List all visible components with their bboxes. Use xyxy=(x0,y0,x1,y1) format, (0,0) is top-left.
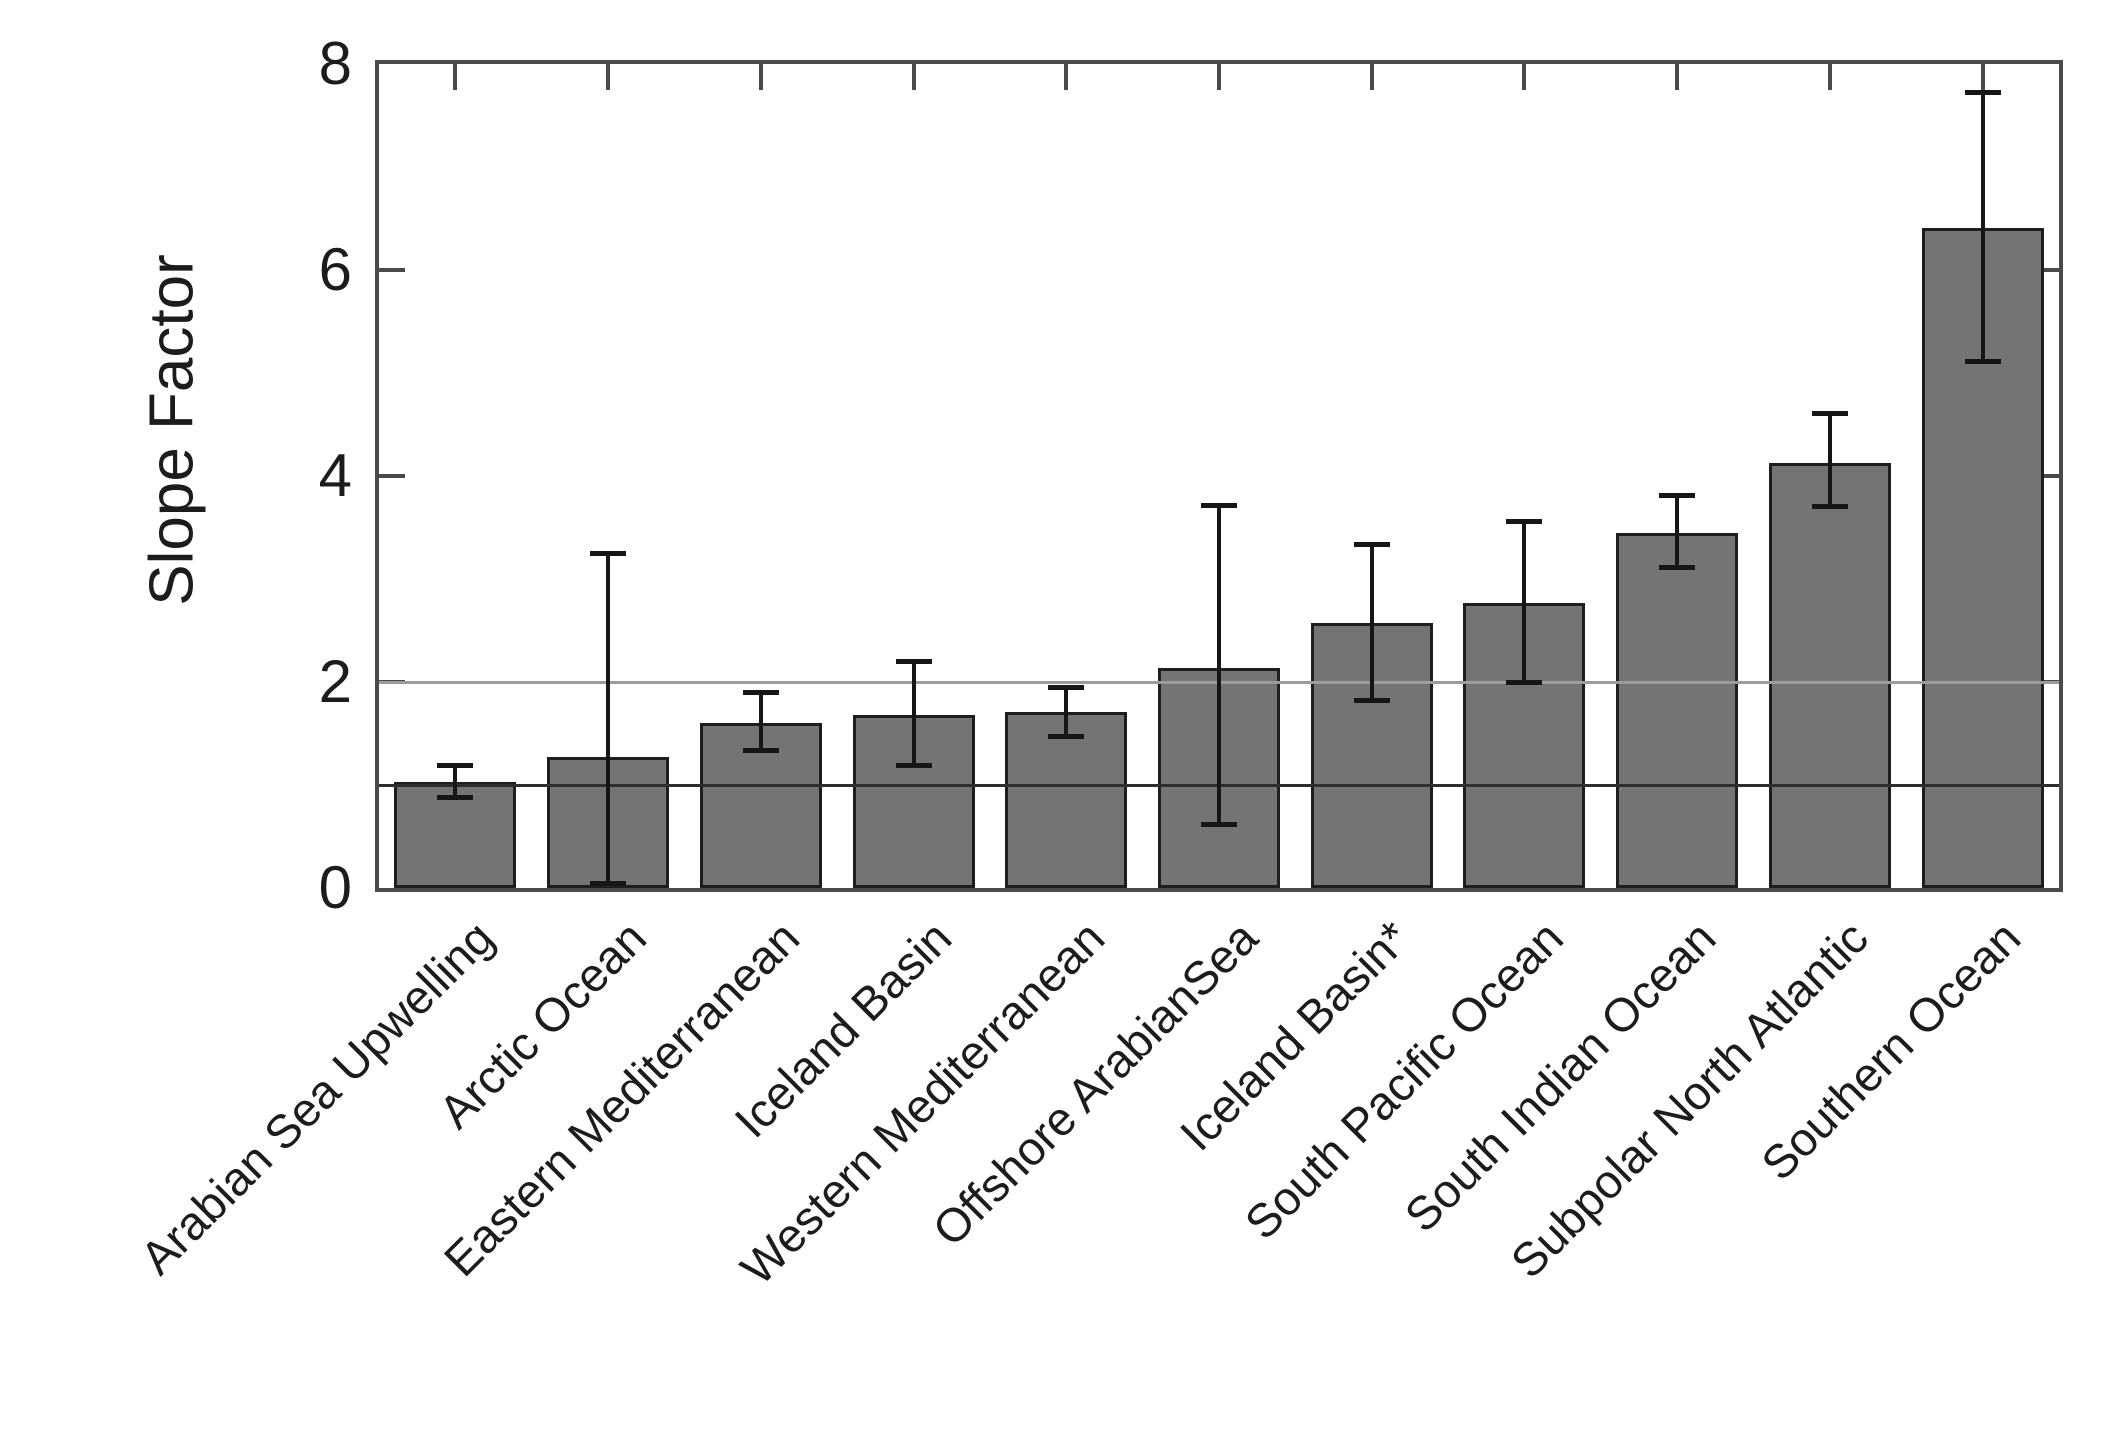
y-tick-label-2: 2 xyxy=(318,648,352,715)
top-axis-tick xyxy=(1827,64,1832,90)
error-bar-line xyxy=(1369,543,1374,700)
error-bar-line xyxy=(1522,521,1527,682)
error-bar-cap-bottom xyxy=(1353,697,1390,703)
error-bar-cap-top xyxy=(1659,492,1696,498)
top-axis-tick xyxy=(606,64,611,90)
plot-area xyxy=(375,60,2063,892)
left-axis-tick xyxy=(379,474,405,478)
error-bar-cap-bottom xyxy=(1964,358,2001,364)
error-bar-line xyxy=(1827,413,1832,506)
top-axis-tick xyxy=(1522,64,1527,90)
error-bar-line xyxy=(453,765,458,798)
y-tick-label-6: 6 xyxy=(318,236,352,303)
error-bar-line xyxy=(1064,687,1069,736)
error-bar-line xyxy=(1675,494,1680,567)
error-bar-cap-top xyxy=(1964,89,2001,95)
error-bar-cap-bottom xyxy=(1659,564,1696,570)
error-bar-line xyxy=(606,553,611,883)
right-axis-tick xyxy=(2033,474,2059,478)
top-axis-tick xyxy=(1217,64,1221,90)
top-axis-tick xyxy=(911,64,916,90)
bar-4 xyxy=(1005,711,1128,888)
x-tick-label: Southern Ocean xyxy=(1751,910,2031,1191)
error-bar-cap-bottom xyxy=(1811,503,1848,509)
top-axis-tick xyxy=(1369,64,1374,90)
right-axis-tick xyxy=(2033,268,2059,272)
error-bar-cap-top xyxy=(1353,541,1390,547)
top-axis-tick xyxy=(1064,64,1069,90)
left-axis-tick xyxy=(379,268,405,272)
error-bar-cap-top xyxy=(1048,685,1085,691)
error-bar-line xyxy=(1980,91,1985,361)
top-axis-tick xyxy=(758,64,763,90)
error-bar-line xyxy=(758,692,763,750)
top-axis-tick xyxy=(1675,64,1680,90)
error-bar-cap-top xyxy=(1811,411,1848,417)
error-bar-cap-top xyxy=(895,659,932,665)
y-tick-label-8: 8 xyxy=(318,30,352,97)
error-bar-cap-bottom xyxy=(437,795,474,801)
top-axis-tick xyxy=(1980,64,1985,90)
error-bar-cap-top xyxy=(742,690,779,696)
y-axis-tick-labels: 8 6 4 2 0 xyxy=(0,0,352,1436)
error-bar-cap-bottom xyxy=(895,763,932,769)
error-bar-cap-top xyxy=(1506,519,1543,525)
bar-9 xyxy=(1768,462,1891,888)
top-axis-tick xyxy=(453,64,458,90)
error-bar-cap-bottom xyxy=(1506,680,1543,685)
error-bar-cap-bottom xyxy=(1201,822,1237,828)
error-bar-cap-bottom xyxy=(590,880,627,886)
y-tick-label-0: 0 xyxy=(318,854,352,921)
error-bar-cap-top xyxy=(1201,502,1237,508)
y-tick-label-4: 4 xyxy=(318,442,352,509)
error-bar-cap-top xyxy=(437,763,474,769)
error-bar-cap-bottom xyxy=(1048,733,1085,739)
error-bar-line xyxy=(1217,504,1221,825)
bar-8 xyxy=(1616,532,1739,888)
plot-inner xyxy=(379,64,2059,888)
error-bar-line xyxy=(911,661,916,766)
error-bar-cap-bottom xyxy=(742,747,779,753)
error-bar-cap-top xyxy=(590,551,627,557)
